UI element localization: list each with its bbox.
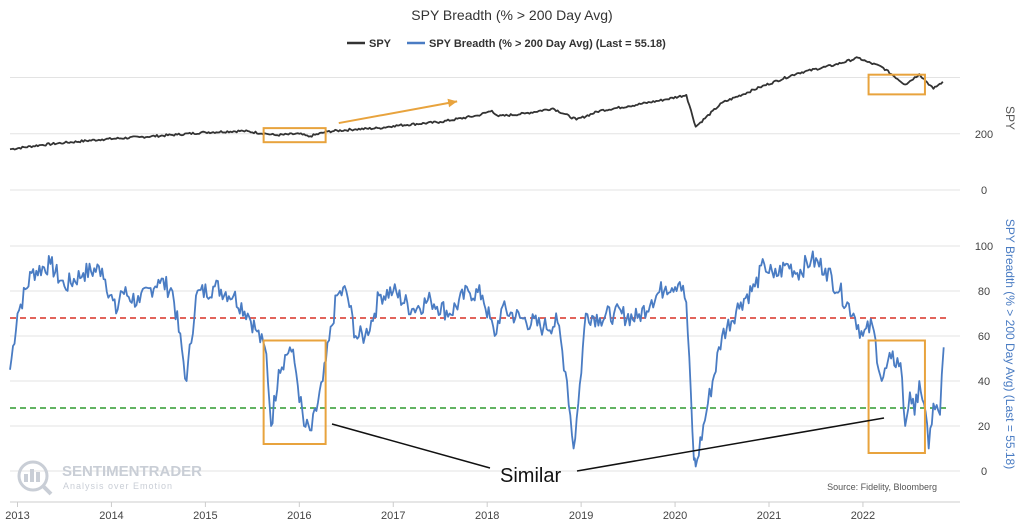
- breadth-axis-label: SPY Breadth (% > 200 Day Avg) (Last = 55…: [1003, 219, 1017, 469]
- spy-highlight-box: [262, 127, 327, 144]
- spy-highlight-box: [867, 73, 926, 96]
- breadth-y-tick-label: 40: [978, 376, 990, 388]
- breadth-y-axis-ticks: 0 20 40 60 80 100: [975, 241, 993, 478]
- breadth-highlight-box: [867, 339, 926, 454]
- trend-arrow-shaft: [338, 100, 458, 125]
- spy-y-tick-label: 0: [981, 185, 987, 197]
- x-tick-label: 2014: [99, 510, 123, 522]
- sentimentrader-logo-icon: [17, 460, 53, 496]
- x-tick-label: 2016: [287, 510, 311, 522]
- trend-arrow-head-icon: [447, 98, 458, 108]
- similar-pointer-left: [331, 423, 491, 469]
- spy-y-tick-label: 200: [975, 129, 993, 141]
- breadth-highlight-box: [262, 339, 327, 445]
- breadth-y-tick-label: 20: [978, 421, 990, 433]
- breadth-y-tick-label: 0: [981, 466, 987, 478]
- watermark-brand: SENTIMENTRADER: [62, 463, 202, 480]
- breadth-series-line: [9, 250, 945, 468]
- x-tick-label: 2013: [5, 510, 29, 522]
- similar-annotation: Similar: [500, 465, 561, 487]
- x-tick-label: 2020: [663, 510, 687, 522]
- legend[interactable]: SPY SPY Breadth (% > 200 Day Avg) (Last …: [347, 38, 666, 50]
- highlight-annotations: [262, 73, 926, 454]
- legend-label-spy: SPY: [369, 38, 392, 50]
- sentimentrader-watermark: SENTIMENTRADER Analysis over Emotion: [17, 460, 202, 496]
- x-axis-ticks: 2013 2014 2015 2016 2017 2018 2019 2020 2021 2022: [5, 501, 960, 522]
- similar-pointers: [331, 417, 885, 472]
- spy-series-line: [9, 56, 944, 151]
- legend-label-breadth: SPY Breadth (% > 200 Day Avg) (Last = 55…: [429, 38, 666, 50]
- x-tick-label: 2017: [381, 510, 405, 522]
- x-tick-label: 2022: [851, 510, 875, 522]
- gridlines: [10, 77, 960, 472]
- chart-title: SPY Breadth (% > 200 Day Avg): [411, 7, 612, 23]
- x-tick-label: 2019: [569, 510, 593, 522]
- spy-axis-label: SPY: [1003, 106, 1017, 130]
- x-tick-label: 2018: [475, 510, 499, 522]
- breadth-y-tick-label: 100: [975, 241, 993, 253]
- similar-pointer-right: [576, 417, 885, 472]
- reference-lines: [10, 317, 950, 409]
- x-tick-label: 2021: [757, 510, 781, 522]
- breadth-y-tick-label: 80: [978, 286, 990, 298]
- spy-y-axis-ticks: 0 200: [975, 129, 993, 197]
- x-tick-label: 2015: [193, 510, 217, 522]
- breadth-y-tick-label: 60: [978, 331, 990, 343]
- source-note: Source: Fidelity, Bloomberg: [827, 482, 937, 492]
- watermark-tagline: Analysis over Emotion: [63, 481, 173, 491]
